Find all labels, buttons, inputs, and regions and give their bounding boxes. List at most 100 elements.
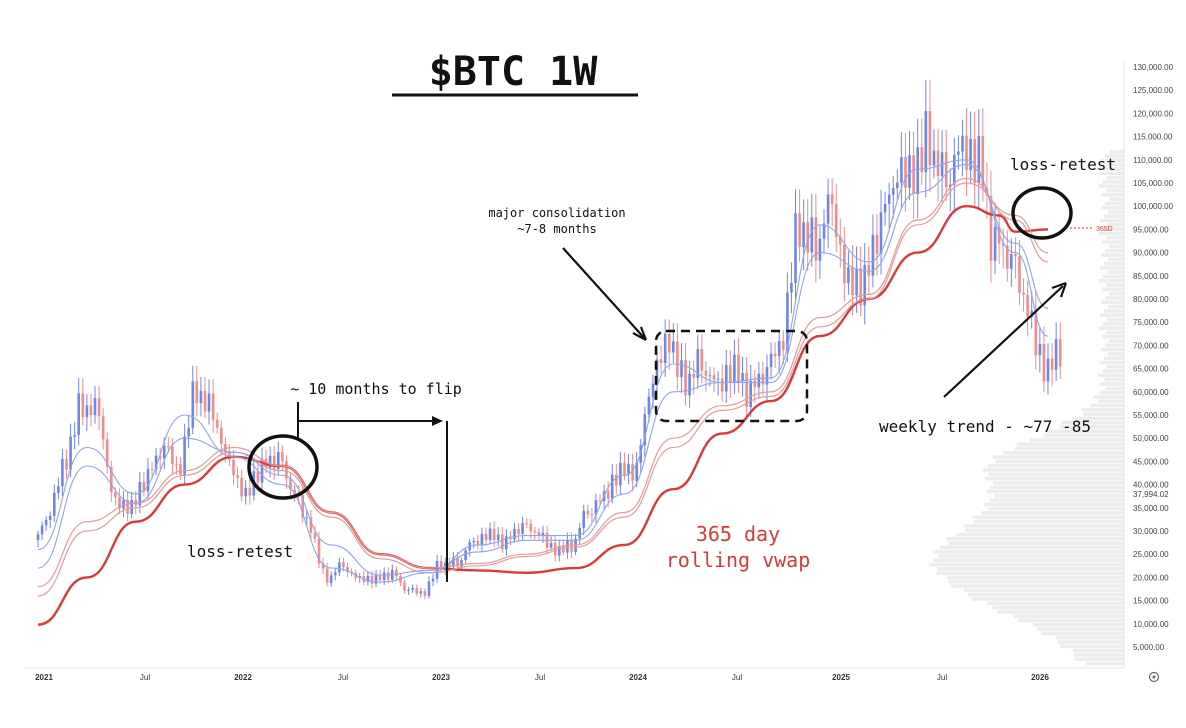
candle-body <box>517 529 520 534</box>
volume-bar <box>1102 193 1124 197</box>
candle-body <box>830 194 834 204</box>
candle-body <box>826 194 830 224</box>
y-tick-label: 120,000.00 <box>1133 109 1174 118</box>
candle-body <box>126 499 129 514</box>
volume-bar <box>993 455 1124 459</box>
volume-bar <box>950 584 1124 588</box>
consolidation-arrow <box>562 247 647 341</box>
volume-bar <box>1106 283 1124 287</box>
volume-bar <box>1017 618 1124 623</box>
volume-bar <box>1106 365 1124 369</box>
candle-body <box>1050 358 1054 370</box>
candle-body <box>382 572 386 580</box>
candle-body <box>924 111 928 173</box>
y-tick-label: 15,000.00 <box>1133 597 1169 606</box>
candle-body <box>431 578 435 582</box>
candle-body <box>1018 256 1021 293</box>
volume-bar <box>1046 429 1124 434</box>
candle-body <box>692 373 695 378</box>
consolidation-arrowhead <box>632 326 648 341</box>
volume-bar <box>1100 347 1124 352</box>
volume-bar <box>1104 309 1124 313</box>
volume-bar <box>1107 317 1124 322</box>
volume-bar <box>989 498 1124 502</box>
volume-bar <box>1073 648 1124 653</box>
y-tick-label: 45,000.00 <box>1133 457 1169 466</box>
volume-bar <box>1098 399 1124 403</box>
candle-body <box>1046 358 1050 382</box>
candle-body <box>427 581 431 596</box>
candle-body <box>725 365 728 392</box>
y-tick-label: 110,000.00 <box>1133 156 1173 165</box>
candle-body <box>757 373 761 388</box>
candle-body <box>220 427 223 445</box>
candle-body <box>472 541 476 543</box>
x-tick-label: Jul <box>937 673 947 682</box>
volume-bar <box>992 605 1124 610</box>
candle-body <box>541 532 545 536</box>
volume-bar <box>964 524 1124 528</box>
candle-body <box>655 359 659 384</box>
consolidation-label-2: ~7-8 months <box>517 222 596 236</box>
candle-body <box>501 534 504 550</box>
weekly-trend-arrowhead <box>1051 281 1068 298</box>
candle-body <box>847 267 850 284</box>
candle-body <box>48 515 52 520</box>
candle-body <box>672 341 675 353</box>
volume-bar <box>1105 386 1124 391</box>
candle-body <box>158 455 162 459</box>
series-line-band <box>37 163 1049 576</box>
candle-body <box>309 517 313 533</box>
candle-body <box>513 529 516 540</box>
volume-bar <box>1100 390 1124 395</box>
candle-body <box>619 462 622 486</box>
candle-body <box>77 393 80 435</box>
candle-body <box>806 222 809 253</box>
vwap-label-1: 365 day <box>696 522 780 546</box>
candle-body <box>891 188 895 195</box>
candle-body <box>342 562 345 568</box>
y-tick-label: 55,000.00 <box>1133 411 1169 420</box>
y-tick-label: 125,000.00 <box>1133 86 1174 95</box>
candle-body <box>659 359 663 364</box>
candle-body <box>749 380 752 407</box>
volume-bar <box>974 519 1124 524</box>
x-tick-label: Jul <box>535 673 545 682</box>
candle-body <box>936 150 940 177</box>
candle-body <box>488 528 492 540</box>
candle-body <box>965 135 968 171</box>
vwap-label-2: rolling vwap <box>666 548 811 572</box>
candle-body <box>1010 254 1013 269</box>
settings-gear-icon[interactable] <box>1148 671 1160 683</box>
volume-bar <box>984 502 1124 507</box>
candle-body <box>668 333 671 353</box>
candle-body <box>932 150 936 166</box>
candle-body <box>293 489 296 494</box>
candle-body <box>101 416 105 440</box>
volume-bar <box>937 567 1124 571</box>
candle-body <box>224 444 227 452</box>
flip-label: ~ 10 months to flip <box>290 380 462 398</box>
candle-body <box>171 446 174 464</box>
volume-bar <box>1109 197 1124 201</box>
candle-body <box>887 194 891 204</box>
candle-body <box>566 539 569 553</box>
volume-bar <box>1102 369 1124 373</box>
candle-body <box>191 381 195 429</box>
candle-body <box>346 567 349 572</box>
candle-body <box>822 223 826 239</box>
y-tick-label: 90,000.00 <box>1133 249 1169 258</box>
y-tick-label: 25,000.00 <box>1133 550 1169 559</box>
volume-bar <box>929 562 1124 567</box>
candle-body <box>260 458 264 483</box>
volume-bar <box>1099 231 1124 236</box>
candle-body <box>900 157 903 183</box>
volume-bar <box>1074 657 1124 661</box>
candle-body <box>558 546 561 556</box>
y-tick-label: 65,000.00 <box>1133 365 1169 374</box>
volume-bar <box>936 571 1124 575</box>
candle-body <box>627 464 630 475</box>
volume-bar <box>932 558 1124 563</box>
candle-body <box>40 525 44 535</box>
candle-body <box>496 534 500 540</box>
